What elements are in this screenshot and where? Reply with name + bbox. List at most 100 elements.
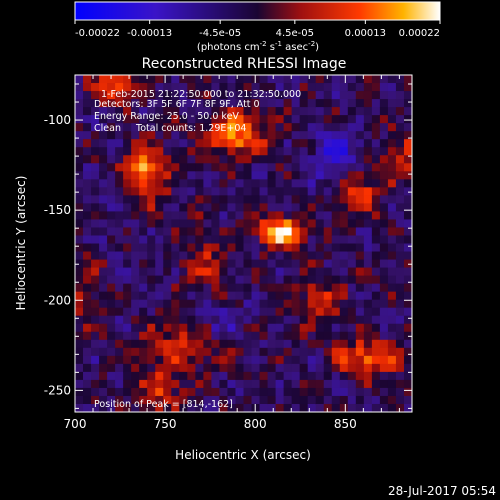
heatmap-cell bbox=[251, 211, 261, 221]
heatmap-cell bbox=[107, 267, 116, 277]
heatmap-cell bbox=[107, 331, 116, 341]
heatmap-cell bbox=[251, 83, 261, 92]
heatmap-cell bbox=[243, 107, 253, 116]
heatmap-cell bbox=[179, 403, 188, 412]
heatmap-cell bbox=[219, 243, 229, 253]
heatmap-cell bbox=[371, 115, 381, 124]
heatmap-cell bbox=[155, 251, 164, 261]
heatmap-cell bbox=[219, 187, 229, 196]
heatmap-cell bbox=[259, 339, 269, 349]
heatmap-cell bbox=[179, 139, 188, 148]
heatmap-cell bbox=[307, 315, 317, 325]
heatmap-cell bbox=[251, 387, 261, 397]
heatmap-cell bbox=[235, 171, 245, 180]
heatmap-cell bbox=[403, 395, 412, 405]
heatmap-cell bbox=[83, 331, 92, 341]
heatmap-cell bbox=[379, 139, 389, 148]
heatmap-cell bbox=[347, 227, 357, 237]
heatmap-cell bbox=[163, 227, 172, 237]
heatmap-cell bbox=[339, 139, 349, 148]
heatmap-cell bbox=[315, 163, 325, 172]
heatmap-cell bbox=[299, 115, 309, 124]
heatmap-cell bbox=[203, 187, 212, 196]
heatmap-cell bbox=[275, 259, 285, 269]
heatmap-cell bbox=[171, 251, 180, 261]
heatmap-cell bbox=[171, 219, 180, 229]
heatmap-cell bbox=[219, 155, 229, 164]
heatmap-cell bbox=[395, 179, 405, 188]
heatmap-cell bbox=[323, 123, 333, 132]
heatmap-cell bbox=[251, 139, 261, 148]
heatmap-cell bbox=[307, 387, 317, 397]
heatmap-cell bbox=[259, 179, 269, 188]
heatmap-cell bbox=[227, 315, 237, 325]
heatmap-cell bbox=[291, 131, 301, 140]
heatmap-cell bbox=[195, 179, 204, 188]
heatmap-cell bbox=[139, 251, 148, 261]
heatmap-cell bbox=[387, 219, 397, 229]
heatmap-cell bbox=[395, 163, 405, 172]
heatmap-cell bbox=[371, 355, 381, 365]
heatmap-cell bbox=[203, 99, 212, 108]
heatmap-cell bbox=[131, 339, 140, 349]
heatmap-cell bbox=[283, 379, 293, 389]
heatmap-cell bbox=[355, 139, 365, 148]
heatmap-cell bbox=[403, 195, 412, 204]
heatmap-cell bbox=[75, 291, 84, 301]
heatmap-cell bbox=[203, 131, 212, 140]
heatmap-cell bbox=[115, 315, 124, 325]
heatmap-cell bbox=[323, 163, 333, 172]
heatmap-cell bbox=[371, 75, 381, 84]
heatmap-cell bbox=[139, 131, 148, 140]
heatmap-cell bbox=[347, 219, 357, 229]
heatmap-cell bbox=[211, 235, 221, 245]
heatmap-cell bbox=[107, 339, 116, 349]
heatmap-cell bbox=[75, 243, 84, 253]
heatmap-cell bbox=[147, 219, 156, 229]
heatmap-cell bbox=[123, 147, 132, 156]
heatmap-cell bbox=[179, 299, 188, 309]
heatmap-cell bbox=[331, 147, 341, 156]
heatmap-cell bbox=[235, 355, 245, 365]
heatmap-cell bbox=[131, 275, 140, 285]
heatmap-cell bbox=[179, 171, 188, 180]
heatmap-cell bbox=[203, 251, 212, 261]
heatmap-cell bbox=[131, 83, 140, 92]
heatmap-cell bbox=[131, 123, 140, 132]
heatmap-cell bbox=[251, 267, 261, 277]
heatmap-cell bbox=[155, 307, 164, 317]
heatmap-cell bbox=[131, 267, 140, 277]
heatmap-cell bbox=[187, 283, 196, 293]
heatmap-cell bbox=[187, 299, 196, 309]
heatmap-cell bbox=[259, 171, 269, 180]
heatmap-cell bbox=[147, 163, 156, 172]
heatmap-cell bbox=[291, 83, 301, 92]
heatmap-cell bbox=[259, 131, 269, 140]
heatmap-cell bbox=[91, 339, 100, 349]
heatmap-cell bbox=[299, 307, 309, 317]
heatmap-cell bbox=[387, 251, 397, 261]
heatmap-cell bbox=[339, 171, 349, 180]
heatmap-cell bbox=[91, 395, 100, 405]
heatmap-cell bbox=[171, 355, 180, 365]
heatmap-cell bbox=[235, 403, 245, 412]
heatmap-cell bbox=[147, 331, 156, 341]
heatmap-cell bbox=[355, 347, 365, 357]
heatmap-cell bbox=[171, 315, 180, 325]
heatmap-cell bbox=[195, 395, 204, 405]
heatmap-cell bbox=[331, 275, 341, 285]
heatmap-cell bbox=[107, 299, 116, 309]
heatmap-cell bbox=[195, 251, 204, 261]
heatmap-cell bbox=[387, 203, 397, 212]
heatmap-cell bbox=[315, 259, 325, 269]
heatmap-cell bbox=[291, 107, 301, 116]
heatmap-cell bbox=[267, 267, 277, 277]
heatmap-cell bbox=[251, 355, 261, 365]
heatmap-cell bbox=[251, 275, 261, 285]
heatmap-cell bbox=[267, 203, 277, 212]
heatmap-cell bbox=[219, 123, 229, 132]
heatmap-cell bbox=[155, 155, 164, 164]
heatmap-cell bbox=[315, 235, 325, 245]
heatmap-cell bbox=[75, 107, 84, 116]
heatmap-cell bbox=[227, 267, 237, 277]
